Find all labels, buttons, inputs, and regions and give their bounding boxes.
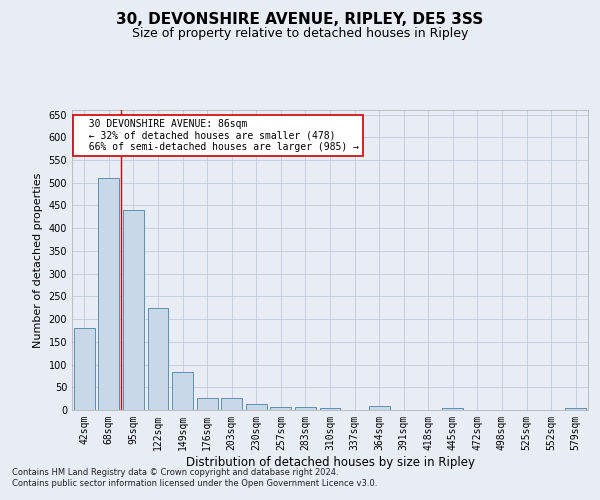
Bar [148,308,169,410]
Bar [246,404,267,410]
Bar [98,178,119,410]
Bar [123,210,144,410]
Y-axis label: Number of detached properties: Number of detached properties [33,172,43,348]
X-axis label: Distribution of detached houses by size in Ripley: Distribution of detached houses by size … [185,456,475,468]
Bar [320,408,340,410]
Text: Contains HM Land Registry data © Crown copyright and database right 2024.
Contai: Contains HM Land Registry data © Crown c… [12,468,377,487]
Bar [368,406,389,410]
Bar [172,372,193,410]
Text: Size of property relative to detached houses in Ripley: Size of property relative to detached ho… [132,28,468,40]
Text: 30 DEVONSHIRE AVENUE: 86sqm
  ← 32% of detached houses are smaller (478)
  66% o: 30 DEVONSHIRE AVENUE: 86sqm ← 32% of det… [77,119,359,152]
Bar [442,408,463,410]
Bar [295,407,316,410]
Text: 30, DEVONSHIRE AVENUE, RIPLEY, DE5 3SS: 30, DEVONSHIRE AVENUE, RIPLEY, DE5 3SS [116,12,484,28]
Bar [221,398,242,410]
Bar [565,408,586,410]
Bar [74,328,95,410]
Bar [271,407,292,410]
Bar [197,398,218,410]
